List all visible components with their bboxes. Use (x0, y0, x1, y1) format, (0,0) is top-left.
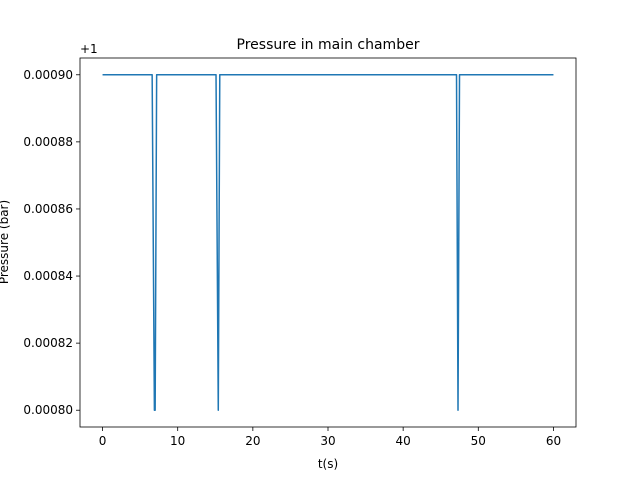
y-offset-label: +1 (80, 42, 98, 56)
x-tick-label-4: 40 (396, 434, 411, 448)
x-tick-label-1: 10 (170, 434, 185, 448)
x-tick-label-0: 0 (99, 434, 107, 448)
x-tick-label-5: 50 (471, 434, 486, 448)
y-tick-label-1: 0.00082 (23, 336, 73, 350)
y-tick-label-4: 0.00088 (23, 135, 73, 149)
x-axis-label: t(s) (318, 457, 338, 471)
y-tick-label-5: 0.00090 (23, 68, 73, 82)
x-tick-label-2: 20 (245, 434, 260, 448)
y-tick-label-2: 0.00084 (23, 269, 73, 283)
series-line-0 (102, 74, 554, 411)
y-tick-label-0: 0.00080 (23, 403, 73, 417)
x-tick-label-3: 30 (320, 434, 335, 448)
x-tick-label-6: 60 (546, 434, 561, 448)
y-tick-label-3: 0.00086 (23, 202, 73, 216)
y-axis-label: Pressure (bar) (0, 200, 11, 284)
plot-area: 0 10 20 30 40 50 60 0.00080 0.00082 0.00084 0.0008… (23, 57, 577, 448)
plot-frame (79, 57, 577, 428)
chart-title: Pressure in main chamber (237, 37, 420, 53)
